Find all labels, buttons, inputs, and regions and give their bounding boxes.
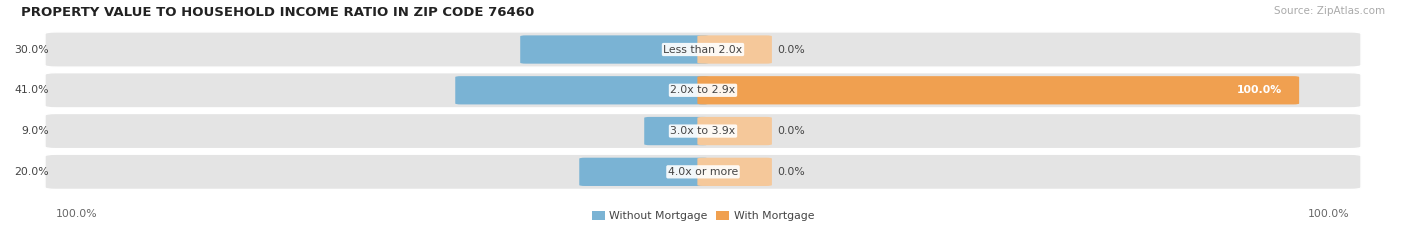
Text: 0.0%: 0.0% [778, 167, 806, 177]
Text: 3.0x to 3.9x: 3.0x to 3.9x [671, 126, 735, 136]
Text: 41.0%: 41.0% [14, 85, 49, 95]
FancyBboxPatch shape [644, 117, 709, 145]
Text: 2.0x to 2.9x: 2.0x to 2.9x [671, 85, 735, 95]
FancyBboxPatch shape [45, 154, 1361, 189]
Text: 100.0%: 100.0% [56, 209, 98, 219]
FancyBboxPatch shape [697, 158, 772, 186]
FancyBboxPatch shape [579, 158, 709, 186]
Text: PROPERTY VALUE TO HOUSEHOLD INCOME RATIO IN ZIP CODE 76460: PROPERTY VALUE TO HOUSEHOLD INCOME RATIO… [21, 6, 534, 19]
FancyBboxPatch shape [697, 76, 1299, 104]
Text: 100.0%: 100.0% [1308, 209, 1350, 219]
Text: 0.0%: 0.0% [778, 45, 806, 55]
FancyBboxPatch shape [45, 73, 1361, 108]
Text: 20.0%: 20.0% [14, 167, 49, 177]
Text: 100.0%: 100.0% [1237, 85, 1282, 95]
Legend: Without Mortgage, With Mortgage: Without Mortgage, With Mortgage [588, 206, 818, 225]
FancyBboxPatch shape [45, 113, 1361, 149]
Text: 0.0%: 0.0% [778, 126, 806, 136]
FancyBboxPatch shape [697, 35, 772, 64]
FancyBboxPatch shape [45, 32, 1361, 67]
Text: Less than 2.0x: Less than 2.0x [664, 45, 742, 55]
Text: 4.0x or more: 4.0x or more [668, 167, 738, 177]
Text: 30.0%: 30.0% [14, 45, 49, 55]
FancyBboxPatch shape [520, 35, 709, 64]
Text: Source: ZipAtlas.com: Source: ZipAtlas.com [1274, 6, 1385, 16]
Text: 9.0%: 9.0% [21, 126, 49, 136]
FancyBboxPatch shape [456, 76, 709, 104]
FancyBboxPatch shape [697, 117, 772, 145]
